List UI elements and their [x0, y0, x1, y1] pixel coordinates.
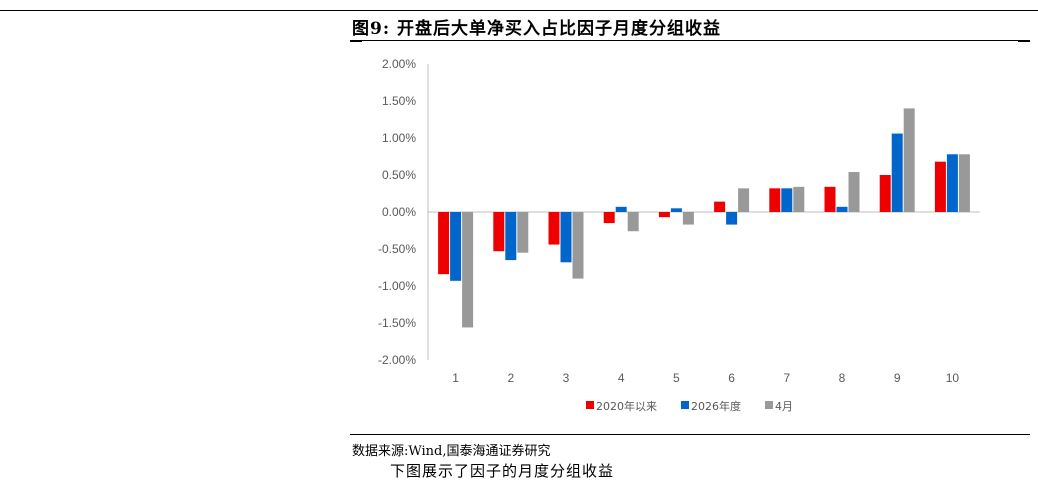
source-note: 数据来源:Wind,国泰海通证券研究: [352, 444, 551, 459]
x-tick-label: 7: [783, 371, 790, 385]
bar: [793, 186, 805, 212]
bar-chart: 2.00% 1.50% 1.00% 0.50% 0.00% -0.50% -1.00% -1.…: [378, 57, 980, 413]
legend-label: 4月: [775, 400, 793, 413]
bar: [438, 212, 450, 275]
bar: [781, 188, 793, 212]
title-rule-right-tick: [1018, 40, 1030, 42]
legend-label: 2026年度: [691, 399, 741, 413]
x-tick-label: 5: [673, 371, 680, 385]
bar: [903, 108, 915, 212]
bar: [493, 212, 505, 252]
x-tick-label: 8: [839, 371, 846, 385]
bar: [958, 154, 970, 212]
bar: [450, 212, 462, 281]
y-tick-label: -1.50%: [378, 316, 416, 330]
bar: [548, 212, 560, 245]
bar: [848, 172, 860, 212]
bar: [836, 206, 848, 212]
x-tick-label: 6: [728, 371, 735, 385]
bar: [560, 212, 572, 263]
bar: [714, 201, 726, 212]
x-tick-label: 4: [618, 371, 625, 385]
bar: [462, 212, 474, 328]
bar: [682, 212, 694, 225]
bar: [946, 154, 958, 212]
y-tick-label: 1.00%: [382, 131, 416, 145]
y-tick-label: -2.00%: [378, 353, 416, 367]
bar: [572, 212, 584, 279]
legend-swatch: [681, 401, 689, 409]
bar: [934, 161, 946, 212]
x-tick-label: 2: [507, 371, 514, 385]
x-tick-label: 1: [452, 371, 459, 385]
title-rule-left-tick: [350, 40, 362, 42]
legend-swatch: [765, 401, 773, 409]
bar: [670, 208, 682, 212]
y-tick-label: 0.50%: [382, 168, 416, 182]
bar: [615, 206, 627, 212]
page-top-rule: [0, 10, 1038, 11]
bar: [603, 212, 615, 224]
bar: [505, 212, 517, 261]
title-underline: [350, 40, 1030, 41]
y-tick-label: 2.00%: [382, 57, 416, 71]
bar: [738, 188, 750, 212]
bar: [726, 212, 738, 225]
figure-title: 图9: 开盘后大单净买入占比因子月度分组收益: [352, 19, 722, 39]
x-tick-label: 3: [563, 371, 570, 385]
bar: [824, 186, 836, 212]
bar: [658, 212, 670, 218]
bar: [627, 212, 639, 232]
x-tick-label: 10: [946, 371, 960, 385]
y-tick-label: 1.50%: [382, 94, 416, 108]
bar: [769, 188, 781, 212]
legend-label: 2020年以来: [596, 399, 657, 413]
y-tick-label: 0.00%: [382, 205, 416, 219]
bar: [879, 175, 891, 212]
legend-swatch: [586, 401, 594, 409]
bar: [517, 212, 529, 253]
body-text-line: 下图展示了因子的月度分组收益: [390, 462, 615, 480]
x-tick-label: 9: [894, 371, 901, 385]
source-rule: [350, 434, 1030, 435]
bar: [891, 133, 903, 212]
y-tick-label: -0.50%: [378, 242, 416, 256]
y-tick-label: -1.00%: [378, 279, 416, 293]
